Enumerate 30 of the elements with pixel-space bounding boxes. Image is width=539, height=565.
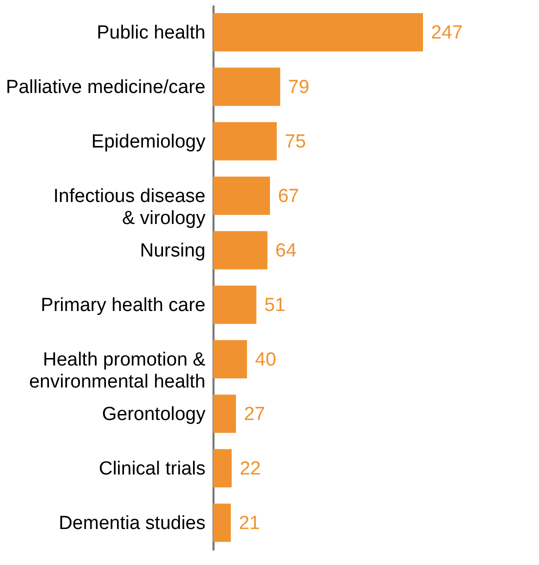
data-label: 64 [275,240,297,262]
data-label: 51 [264,294,286,316]
y-tick-label: Primary health care [40,294,206,316]
bar [213,176,270,215]
y-tick-label: Gerontology [102,404,206,425]
bar [213,68,280,106]
y-tick-label: Infectious disease & virology [53,186,206,229]
y-tick-label: Public health [96,22,206,44]
y-tick-label: Clinical trials [98,458,206,480]
bar [213,504,231,542]
bar [213,231,268,270]
data-label: 27 [244,404,266,425]
data-label: 22 [240,458,261,480]
data-label: 75 [284,131,306,152]
y-tick-label: Health promotion & environmental health [29,349,206,392]
y-tick-label: Epidemiology [91,131,206,152]
data-label: 40 [255,349,276,370]
data-label: 79 [288,76,310,98]
bar [213,449,232,488]
data-label: 247 [431,22,463,44]
bar [213,13,423,52]
bar [213,340,248,378]
y-tick-label: Dementia studies [58,512,206,534]
y-tick-label: Palliative medicine/care [6,76,206,98]
bar [213,122,277,160]
y-tick-label: Nursing [140,240,206,262]
data-label: 67 [278,186,300,207]
bar [213,286,256,324]
data-label: 21 [238,512,260,534]
bar [213,394,236,433]
